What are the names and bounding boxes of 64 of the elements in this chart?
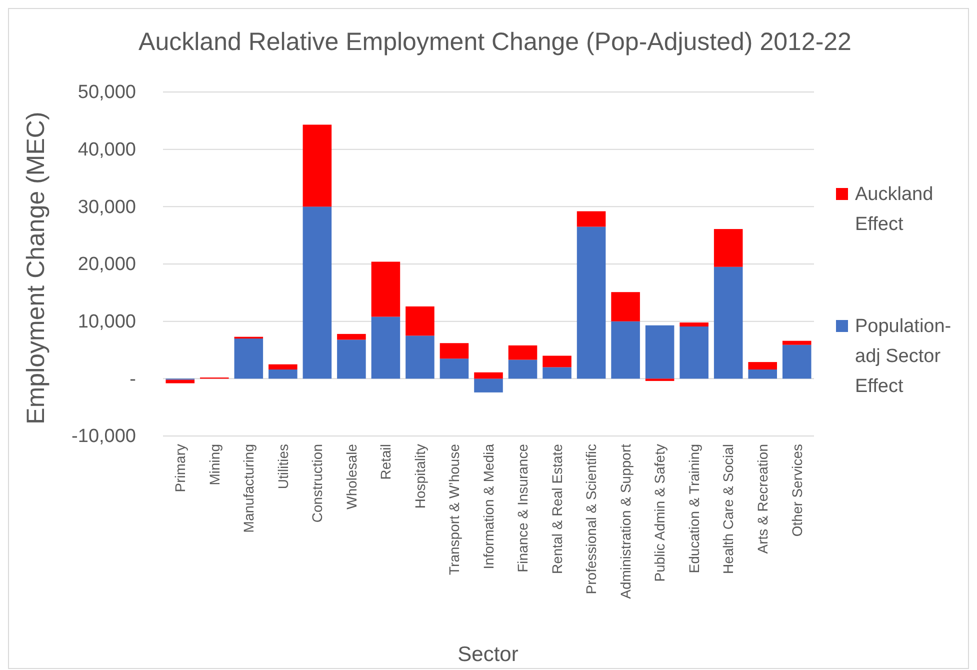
- bar: [680, 326, 708, 379]
- x-tick-label: Other Services: [788, 444, 805, 537]
- bar: [611, 321, 640, 379]
- bar: [782, 340, 812, 345]
- bar: [611, 292, 640, 322]
- x-tick-label: Retail: [378, 444, 394, 480]
- x-tick-label: Manufacturing: [240, 444, 257, 533]
- x-tick-label: Health Care & Social: [720, 444, 736, 574]
- bar: [576, 211, 606, 227]
- bar: [302, 124, 332, 207]
- x-tick-label: Construction: [309, 444, 326, 523]
- bar: [748, 369, 777, 379]
- y-tick-label: 50,000: [78, 82, 136, 104]
- bar: [474, 378, 503, 392]
- x-tick-label: Public Admin & Safety: [652, 444, 668, 582]
- bar: [576, 226, 606, 379]
- x-tick-label: Primary: [172, 444, 188, 492]
- x-tick-label: Mining: [206, 444, 222, 486]
- y-tick-label: -: [130, 368, 136, 390]
- bar: [542, 367, 572, 379]
- bar: [406, 306, 434, 336]
- bar: [508, 360, 538, 379]
- x-tick-label: Finance & Insurance: [514, 444, 531, 572]
- legend-label: Population-adj Sector Effect: [855, 316, 952, 397]
- bar: [508, 345, 538, 360]
- bar: [337, 340, 366, 379]
- x-tick-label: Education & Training: [686, 444, 702, 574]
- x-tick-label: Wholesale: [343, 444, 360, 510]
- x-tick-label: Arts & Recreation: [754, 444, 771, 554]
- bar: [440, 358, 469, 379]
- x-tick-label: Administration & Support: [617, 444, 634, 599]
- bar: [714, 266, 743, 379]
- bar: [302, 206, 332, 379]
- y-tick-label: 40,000: [78, 139, 136, 160]
- bar: [474, 372, 503, 379]
- bar: [371, 262, 400, 317]
- chart-title: Auckland Relative Employment Change (Pop-Adjusted) 2012-22: [138, 28, 852, 56]
- bar: [782, 344, 812, 379]
- y-tick-label: 10,000: [78, 311, 136, 332]
- bar: [268, 364, 298, 370]
- bar: [337, 334, 366, 340]
- y-tick-label: 30,000: [78, 196, 136, 218]
- x-tick-label: Professional & Scientific: [583, 444, 600, 594]
- bar: [440, 343, 469, 359]
- y-tick-label: 20,000: [78, 254, 136, 276]
- bar: [680, 322, 708, 326]
- bar: [645, 325, 674, 379]
- bar: [234, 338, 264, 379]
- x-axis-title: Sector: [458, 643, 518, 666]
- bar: [406, 336, 434, 379]
- x-tick-label: Utilities: [274, 444, 291, 490]
- bar: [371, 316, 400, 379]
- x-tick-label: Hospitality: [412, 444, 428, 509]
- bar: [542, 356, 572, 368]
- x-tick-label: Information & Media: [480, 444, 496, 570]
- y-axis-title: Employment Change (MEC): [22, 112, 50, 424]
- x-tick-label: Transport & W’house: [446, 444, 462, 575]
- x-tick-label: Rental & Real Estate: [548, 444, 565, 574]
- y-tick-label: -10,000: [72, 426, 136, 448]
- legend-label: Auckland Effect: [855, 184, 934, 235]
- bar: [714, 229, 743, 267]
- bar: [166, 380, 195, 384]
- bar: [268, 369, 298, 379]
- bar: [748, 362, 777, 370]
